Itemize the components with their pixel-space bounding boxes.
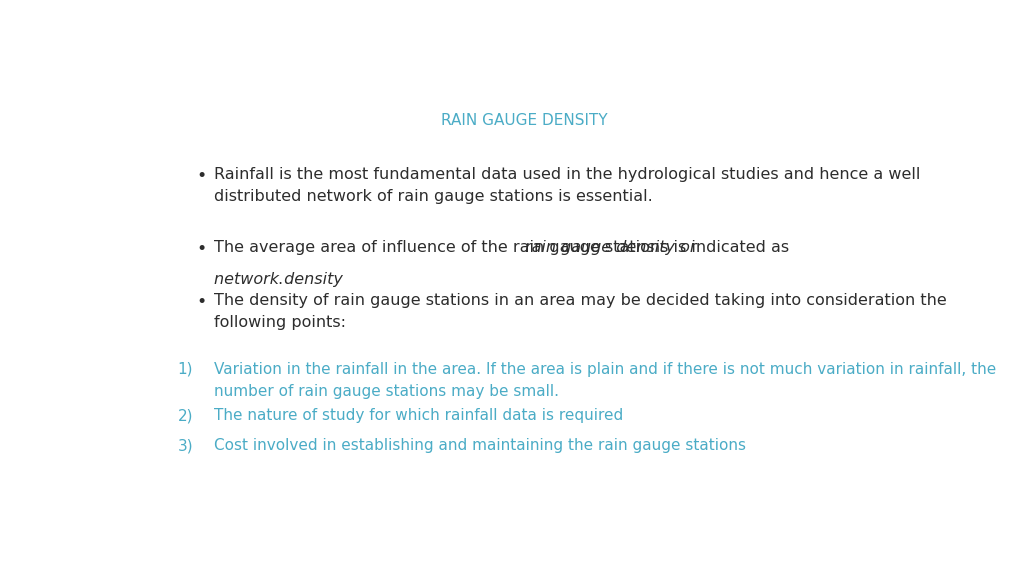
Text: Cost involved in establishing and maintaining the rain gauge stations: Cost involved in establishing and mainta… xyxy=(214,438,745,453)
Text: 2): 2) xyxy=(177,408,194,423)
Text: network density: network density xyxy=(214,272,343,287)
Text: The average area of influence of the rain gauge stations is indicated as: The average area of influence of the rai… xyxy=(214,240,794,255)
Text: Variation in the rainfall in the area. If the area is plain and if there is not : Variation in the rainfall in the area. I… xyxy=(214,362,996,399)
Text: rain gauge density or: rain gauge density or xyxy=(524,240,696,255)
Text: RAIN GAUGE DENSITY: RAIN GAUGE DENSITY xyxy=(441,113,608,128)
Text: •: • xyxy=(197,240,207,258)
Text: 1): 1) xyxy=(177,362,194,377)
Text: The density of rain gauge stations in an area may be decided taking into conside: The density of rain gauge stations in an… xyxy=(214,293,946,330)
Text: •: • xyxy=(197,293,207,311)
Text: •: • xyxy=(197,166,207,185)
Text: 3): 3) xyxy=(177,438,194,453)
Text: Rainfall is the most fundamental data used in the hydrological studies and hence: Rainfall is the most fundamental data us… xyxy=(214,166,921,204)
Text: The nature of study for which rainfall data is required: The nature of study for which rainfall d… xyxy=(214,408,623,423)
Text: .: . xyxy=(278,272,283,287)
